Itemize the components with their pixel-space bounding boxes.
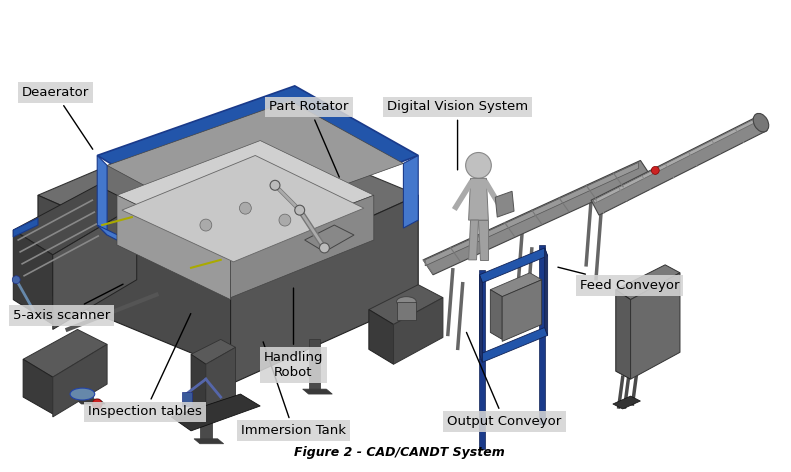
Polygon shape [425, 162, 638, 266]
Polygon shape [172, 394, 260, 431]
Bar [81, 349, 93, 399]
Polygon shape [479, 220, 488, 260]
Bar [539, 335, 545, 424]
Polygon shape [468, 178, 488, 220]
Polygon shape [403, 155, 418, 228]
Polygon shape [13, 185, 137, 255]
Polygon shape [38, 116, 418, 280]
Polygon shape [53, 205, 137, 329]
Polygon shape [479, 248, 547, 283]
Circle shape [466, 152, 491, 178]
Circle shape [200, 219, 212, 231]
Polygon shape [230, 195, 418, 384]
Ellipse shape [70, 388, 95, 400]
Polygon shape [490, 290, 502, 339]
Polygon shape [545, 248, 547, 336]
Text: Deaerator: Deaerator [21, 86, 93, 149]
Polygon shape [630, 273, 680, 379]
Text: Inspection tables: Inspection tables [88, 313, 202, 419]
Polygon shape [230, 195, 374, 298]
Bar [479, 270, 486, 359]
Bar [479, 359, 486, 449]
Polygon shape [75, 399, 105, 404]
Polygon shape [479, 275, 483, 362]
Polygon shape [191, 354, 206, 419]
Text: Digital Vision System: Digital Vision System [387, 101, 528, 170]
Text: Output Conveyor: Output Conveyor [448, 332, 562, 428]
Polygon shape [53, 345, 107, 417]
Circle shape [93, 399, 102, 409]
Polygon shape [194, 439, 224, 444]
Polygon shape [613, 396, 641, 409]
Bar [308, 339, 320, 389]
Circle shape [240, 202, 252, 214]
Polygon shape [591, 116, 767, 215]
Ellipse shape [396, 296, 416, 307]
Circle shape [270, 180, 280, 190]
Circle shape [651, 167, 659, 174]
Polygon shape [23, 329, 107, 377]
Bar [200, 389, 212, 439]
Polygon shape [479, 328, 547, 362]
Polygon shape [97, 225, 224, 295]
Polygon shape [615, 265, 680, 300]
Text: Part Rotator: Part Rotator [270, 101, 349, 177]
Polygon shape [303, 389, 332, 394]
Text: Handling
Robot: Handling Robot [263, 288, 324, 379]
Polygon shape [117, 195, 230, 300]
Polygon shape [13, 230, 53, 324]
Ellipse shape [753, 113, 769, 132]
Text: Figure 2 - CAD/CANDT System: Figure 2 - CAD/CANDT System [293, 446, 505, 459]
Polygon shape [206, 347, 236, 419]
Text: Feed Conveyor: Feed Conveyor [558, 267, 679, 292]
Polygon shape [305, 225, 354, 252]
Polygon shape [97, 155, 107, 235]
Polygon shape [38, 195, 230, 369]
Circle shape [13, 276, 21, 284]
Circle shape [320, 243, 329, 253]
Polygon shape [490, 273, 542, 296]
Polygon shape [593, 118, 759, 203]
Circle shape [279, 214, 291, 226]
Polygon shape [13, 218, 38, 237]
Bar [182, 392, 192, 406]
Polygon shape [495, 191, 514, 217]
Polygon shape [394, 298, 443, 364]
Circle shape [295, 205, 305, 215]
Polygon shape [107, 101, 403, 228]
Polygon shape [122, 155, 364, 262]
Polygon shape [423, 160, 650, 275]
Polygon shape [97, 86, 418, 230]
Bar [396, 302, 416, 320]
Bar [539, 245, 545, 335]
Polygon shape [369, 310, 394, 364]
Polygon shape [191, 339, 236, 364]
Polygon shape [23, 359, 53, 414]
Polygon shape [615, 290, 630, 379]
Text: 5-axis scanner: 5-axis scanner [13, 284, 123, 322]
Polygon shape [502, 280, 542, 341]
Polygon shape [117, 141, 374, 250]
Text: Immersion Tank: Immersion Tank [241, 342, 346, 437]
Polygon shape [369, 285, 443, 324]
Polygon shape [468, 220, 479, 260]
